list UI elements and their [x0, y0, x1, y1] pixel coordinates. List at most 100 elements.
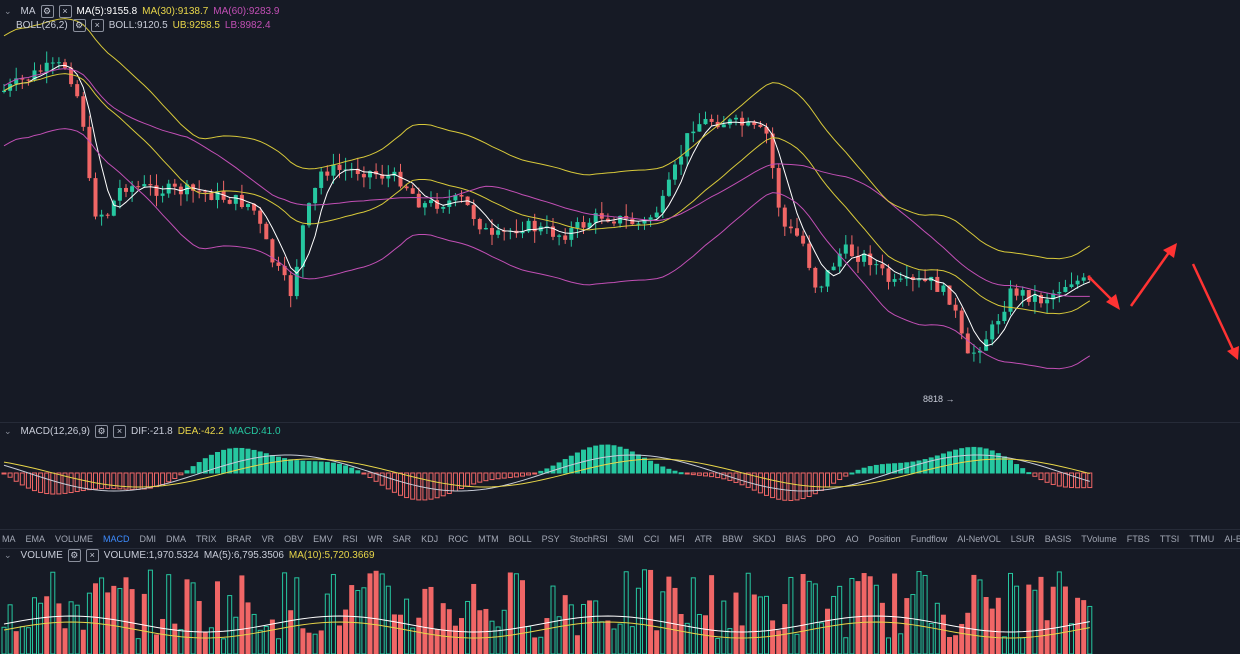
tab-mfi[interactable]: MFI	[669, 534, 685, 544]
tab-emv[interactable]: EMV	[313, 534, 333, 544]
macd-histogram-bar	[1075, 472, 1081, 489]
volume-bar	[733, 592, 739, 654]
dif-value: DIF:-21.8	[131, 425, 173, 437]
tab-vr[interactable]: VR	[261, 534, 275, 544]
macd-histogram-bar	[154, 472, 159, 488]
volume-bar	[465, 600, 471, 654]
volume-bar	[764, 595, 769, 654]
candle-body	[81, 96, 86, 127]
tab-sar[interactable]: SAR	[392, 534, 412, 544]
tab-ma[interactable]: MA	[2, 534, 16, 544]
volume-bar	[867, 576, 873, 654]
volume-bar	[166, 574, 172, 654]
tab-ai-bsi[interactable]: AI-BSI	[1224, 534, 1240, 544]
macd-histogram-bar	[513, 472, 519, 478]
tab-trix[interactable]: TRIX	[196, 534, 217, 544]
ma-legend-name: MA	[20, 5, 36, 17]
tab-lsur[interactable]: LSUR	[1010, 534, 1035, 544]
volume-bar	[928, 622, 934, 654]
tab-tvolume[interactable]: TVolume	[1081, 534, 1117, 544]
tab-obv[interactable]: OBV	[284, 534, 304, 544]
macd-histogram-bar	[550, 465, 556, 474]
tab-cci[interactable]: CCI	[643, 534, 660, 544]
tab-bias[interactable]: BIAS	[785, 534, 807, 544]
tab-ttsi[interactable]: TTSI	[1159, 534, 1180, 544]
tab-kdj[interactable]: KDJ	[421, 534, 439, 544]
volume-bar	[587, 600, 593, 654]
volume-bar	[62, 628, 68, 654]
close-icon[interactable]: ×	[113, 424, 127, 438]
close-icon[interactable]: ×	[58, 4, 72, 18]
macd-histogram-bar	[757, 472, 763, 494]
macd-histogram-bar	[489, 472, 495, 481]
candle-body	[1008, 288, 1013, 312]
volume-bar	[642, 569, 647, 654]
price-chart[interactable]: 8818 →	[0, 0, 1240, 422]
macd-histogram-bar	[44, 472, 50, 495]
close-icon[interactable]: ×	[85, 548, 99, 562]
tab-ai-netvol[interactable]: AI-NetVOL	[957, 534, 1001, 544]
volume-bar	[666, 576, 672, 654]
macd-histogram-bar	[666, 468, 672, 474]
volume-bar	[25, 627, 31, 654]
close-icon[interactable]: ×	[90, 18, 104, 32]
macd-histogram-bar	[922, 459, 928, 474]
settings-icon[interactable]: ⚙	[95, 424, 109, 438]
collapse-chevron-icon[interactable]: ⌄	[4, 549, 12, 560]
tab-dma[interactable]: DMA	[166, 534, 187, 544]
candle-body	[978, 350, 982, 353]
tab-fundflow[interactable]: Fundflow	[910, 534, 948, 544]
macd-histogram-bar	[898, 462, 904, 474]
tab-brar[interactable]: BRAR	[226, 534, 252, 544]
arrow-up	[1129, 250, 1172, 307]
tab-atr[interactable]: ATR	[694, 534, 713, 544]
tab-basis[interactable]: BASIS	[1044, 534, 1072, 544]
tab-ttmu[interactable]: TTMU	[1189, 534, 1215, 544]
tab-smi[interactable]: SMI	[617, 534, 634, 544]
volume-bar	[800, 574, 806, 654]
tab-skdj[interactable]: SKDJ	[752, 534, 776, 544]
settings-icon[interactable]: ⚙	[67, 548, 81, 562]
tab-roc[interactable]: ROC	[448, 534, 469, 544]
ub-value: UB:9258.5	[172, 19, 220, 31]
tab-dmi[interactable]: DMI	[139, 534, 157, 544]
volume-chart[interactable]	[0, 548, 1240, 654]
volume-bar	[977, 579, 983, 654]
tab-boll[interactable]: BOLL	[508, 534, 532, 544]
tab-psy[interactable]: PSY	[541, 534, 560, 544]
tab-bbw[interactable]: BBW	[722, 534, 743, 544]
tab-position[interactable]: Position	[868, 534, 901, 544]
candle-body	[239, 194, 244, 208]
candle-body	[843, 244, 848, 254]
candle-body	[959, 310, 964, 334]
tab-stochrsi[interactable]: StochRSI	[569, 534, 608, 544]
volume-bar	[1087, 605, 1093, 654]
tab-mtm[interactable]: MTM	[478, 534, 499, 544]
boll-value: BOLL:9120.5	[108, 19, 168, 31]
volume-bar	[629, 626, 635, 654]
tab-rsi[interactable]: RSI	[342, 534, 358, 544]
collapse-chevron-icon[interactable]: ⌄	[4, 5, 12, 16]
candle-body	[197, 190, 202, 192]
macd-histogram-bar	[74, 472, 80, 493]
tab-wr[interactable]: WR	[367, 534, 383, 544]
volume-bar	[721, 600, 727, 654]
candle-body	[923, 279, 928, 282]
volume-bar	[215, 581, 220, 654]
candle-body	[313, 187, 318, 204]
candle-body	[703, 118, 708, 125]
volume-bar	[953, 635, 959, 654]
tab-ftbs[interactable]: FTBS	[1126, 534, 1150, 544]
tab-ao[interactable]: AO	[845, 534, 859, 544]
macd-histogram-bar	[105, 472, 111, 489]
settings-icon[interactable]: ⚙	[72, 18, 86, 32]
macd-histogram-bar	[788, 472, 794, 501]
settings-icon[interactable]: ⚙	[40, 4, 54, 18]
tab-volume[interactable]: VOLUME	[55, 534, 94, 544]
macd-histogram-bar	[727, 472, 733, 481]
tab-dpo[interactable]: DPO	[816, 534, 836, 544]
tab-ema[interactable]: EMA	[25, 534, 46, 544]
tab-macd[interactable]: MACD	[103, 534, 130, 544]
collapse-chevron-icon[interactable]: ⌄	[4, 425, 12, 436]
macd-chart[interactable]	[0, 423, 1240, 529]
